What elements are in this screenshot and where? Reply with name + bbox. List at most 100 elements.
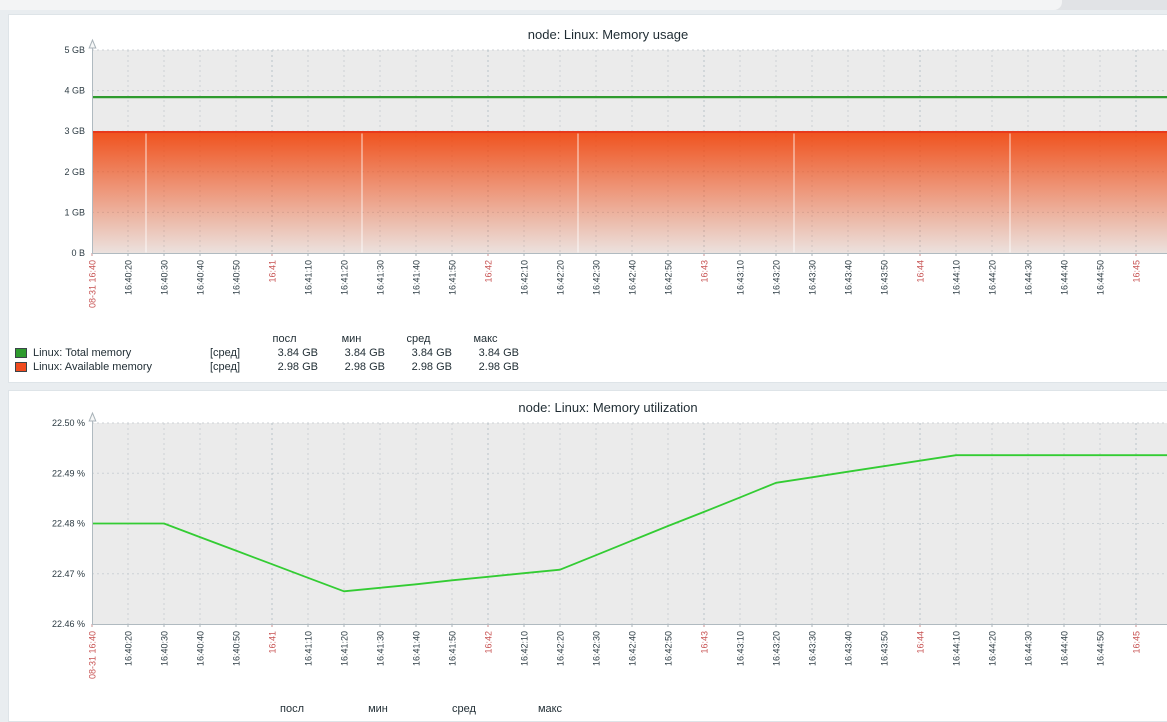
chart-legend-memory-usage: посл мин сред макс Linux: Total memory [сред]…: [14, 332, 519, 374]
svg-text:16:41:20: 16:41:20: [340, 260, 350, 295]
svg-text:16:44: 16:44: [916, 260, 926, 283]
svg-text:1 GB: 1 GB: [64, 207, 85, 217]
svg-text:16:44:20: 16:44:20: [988, 631, 998, 666]
svg-text:16:43: 16:43: [700, 631, 710, 654]
svg-text:16:40:50: 16:40:50: [232, 260, 242, 295]
svg-text:16:43: 16:43: [700, 260, 710, 283]
y-axis-labels: 22.50 % 22.49 % 22.48 % 22.47 % 22.46 %: [52, 418, 85, 629]
chart-title-memory-utilization: node: Linux: Memory utilization: [518, 400, 698, 415]
svg-text:5 GB: 5 GB: [64, 45, 85, 55]
svg-text:16:40:20: 16:40:20: [124, 260, 134, 295]
svg-text:3 GB: 3 GB: [64, 126, 85, 136]
svg-text:16:44:40: 16:44:40: [1060, 631, 1070, 666]
graph-widget-memory-utilization: node: Linux: Memory utilization 22.50 % 2…: [8, 390, 1167, 722]
chart-legend-memory-utilization: посл мин сред макс: [14, 702, 593, 716]
svg-text:16:43:40: 16:43:40: [844, 631, 854, 666]
svg-text:08-31 16:40: 08-31 16:40: [88, 631, 98, 679]
y-axis-arrow-icon: [88, 411, 97, 422]
svg-text:16:41:30: 16:41:30: [376, 260, 386, 295]
svg-text:16:41:40: 16:41:40: [412, 631, 422, 666]
svg-text:22.49 %: 22.49 %: [52, 468, 85, 478]
svg-text:16:44:20: 16:44:20: [988, 260, 998, 295]
svg-text:16:41:10: 16:41:10: [304, 631, 314, 666]
svg-text:16:42:30: 16:42:30: [592, 260, 602, 295]
svg-text:16:43:40: 16:43:40: [844, 260, 854, 295]
svg-text:16:42:30: 16:42:30: [592, 631, 602, 666]
chart-title-memory-usage: node: Linux: Memory usage: [527, 27, 689, 42]
svg-text:16:44: 16:44: [916, 631, 926, 654]
svg-text:16:41:20: 16:41:20: [340, 631, 350, 666]
svg-text:22.47 %: 22.47 %: [52, 569, 85, 579]
svg-text:16:40:30: 16:40:30: [160, 631, 170, 666]
svg-text:16:43:50: 16:43:50: [880, 260, 890, 295]
legend-header-row: посл мин сред макс: [272, 333, 498, 345]
svg-text:16:42: 16:42: [484, 260, 494, 283]
svg-text:22.48 %: 22.48 %: [52, 519, 85, 529]
svg-text:08-31 16:40: 08-31 16:40: [88, 260, 98, 308]
legend-swatch-icon: [15, 348, 27, 358]
svg-text:16:40:40: 16:40:40: [196, 631, 206, 666]
svg-text:16:41: 16:41: [268, 631, 278, 654]
svg-text:16:44:10: 16:44:10: [952, 631, 962, 666]
svg-text:16:43:50: 16:43:50: [880, 631, 890, 666]
svg-text:4 GB: 4 GB: [64, 86, 85, 96]
x-axis-ticks: [91, 253, 1137, 256]
svg-text:16:41:10: 16:41:10: [304, 260, 314, 295]
svg-text:16:41:40: 16:41:40: [412, 260, 422, 295]
svg-text:16:40:30: 16:40:30: [160, 260, 170, 295]
svg-text:16:42:20: 16:42:20: [556, 260, 566, 295]
svg-text:0 B: 0 B: [71, 248, 85, 258]
legend-swatch-icon: [15, 362, 27, 372]
svg-text:16:42: 16:42: [484, 631, 494, 654]
browser-chrome-strip: [0, 0, 1167, 10]
gridlines: [92, 422, 1167, 624]
svg-text:16:40:40: 16:40:40: [196, 260, 206, 295]
legend-header-row: посл мин сред макс: [280, 703, 563, 715]
svg-text:16:44:30: 16:44:30: [1024, 631, 1034, 666]
y-axis-arrow-icon: [88, 38, 97, 49]
series-1: [92, 131, 1167, 253]
legend-row: Linux: Total memory [сред] 3.84 GB 3.84 GB 3…: [14, 346, 519, 360]
svg-text:16:41:30: 16:41:30: [376, 631, 386, 666]
legend-series-name: Linux: Total memory: [33, 347, 132, 359]
svg-text:16:42:40: 16:42:40: [628, 260, 638, 295]
svg-text:16:42:50: 16:42:50: [664, 260, 674, 295]
svg-text:16:42:40: 16:42:40: [628, 631, 638, 666]
svg-text:16:44:50: 16:44:50: [1096, 260, 1106, 295]
svg-text:16:40:20: 16:40:20: [124, 631, 134, 666]
svg-text:16:45: 16:45: [1132, 631, 1142, 654]
svg-text:16:44:10: 16:44:10: [952, 260, 962, 295]
svg-text:22.46 %: 22.46 %: [52, 619, 85, 629]
svg-text:16:41:50: 16:41:50: [448, 260, 458, 295]
series-0: [92, 454, 1167, 593]
browser-tab-strip: [0, 0, 1062, 10]
svg-text:2 GB: 2 GB: [64, 167, 85, 177]
svg-text:16:43:30: 16:43:30: [808, 631, 818, 666]
axes: [88, 411, 1167, 625]
svg-text:16:41: 16:41: [268, 260, 278, 283]
svg-text:16:43:20: 16:43:20: [772, 260, 782, 295]
graph-widget-memory-usage: node: Linux: Memory usage 5 GB 4 GB 3 GB 2 …: [8, 14, 1167, 383]
chart-canvas-memory-utilization[interactable]: 22.50 % 22.49 % 22.48 % 22.47 % 22.46 %08-31…: [9, 391, 1167, 711]
svg-text:16:44:30: 16:44:30: [1024, 260, 1034, 295]
svg-text:16:42:10: 16:42:10: [520, 260, 530, 295]
svg-text:16:43:10: 16:43:10: [736, 260, 746, 295]
chart-canvas-memory-usage[interactable]: 5 GB 4 GB 3 GB 2 GB 1 GB 0 B08-31 16:40 16:40:…: [9, 15, 1167, 335]
x-axis-labels: 08-31 16:40 16:40:20 16:40:30 16:40:40 16:40…: [88, 631, 1142, 679]
svg-text:16:41:50: 16:41:50: [448, 631, 458, 666]
svg-text:16:43:30: 16:43:30: [808, 260, 818, 295]
axes: [88, 38, 1167, 254]
y-axis-labels: 5 GB 4 GB 3 GB 2 GB 1 GB 0 B: [64, 45, 85, 258]
svg-text:16:45: 16:45: [1132, 260, 1142, 283]
svg-text:16:44:40: 16:44:40: [1060, 260, 1070, 295]
svg-text:16:40:50: 16:40:50: [232, 631, 242, 666]
svg-text:16:43:20: 16:43:20: [772, 631, 782, 666]
legend-row: Linux: Available memory [сред] 2.98 GB 2.98…: [14, 360, 519, 374]
svg-text:16:44:50: 16:44:50: [1096, 631, 1106, 666]
svg-text:16:43:10: 16:43:10: [736, 631, 746, 666]
x-axis-labels: 08-31 16:40 16:40:20 16:40:30 16:40:40 16:40…: [88, 260, 1142, 308]
svg-text:22.50 %: 22.50 %: [52, 418, 85, 428]
svg-text:16:42:50: 16:42:50: [664, 631, 674, 666]
svg-text:16:42:10: 16:42:10: [520, 631, 530, 666]
svg-text:16:42:20: 16:42:20: [556, 631, 566, 666]
